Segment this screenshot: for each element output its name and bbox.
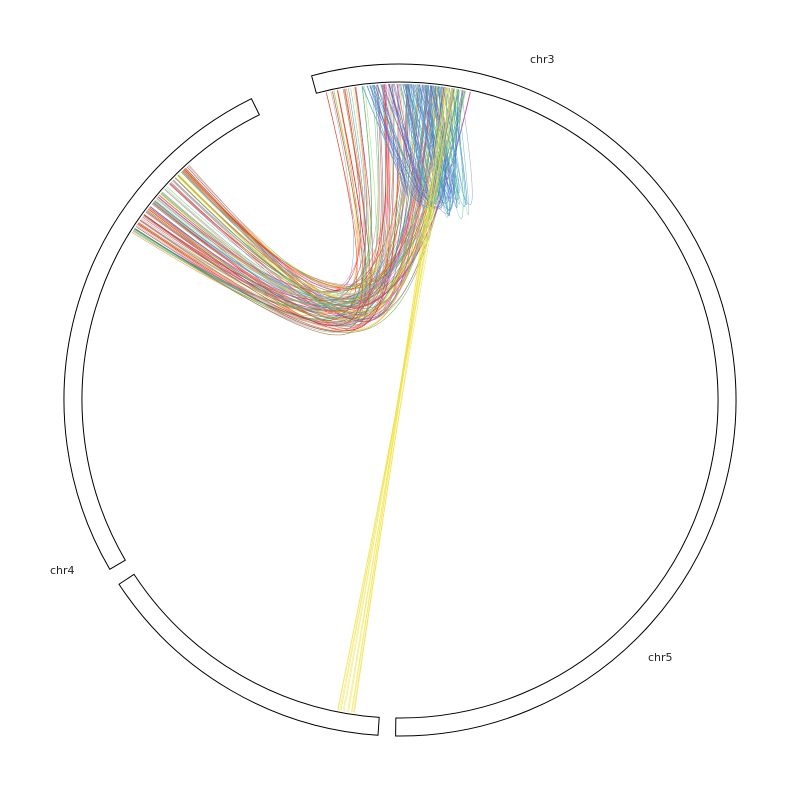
link-chr3-chr3 xyxy=(388,84,424,210)
link-chr3-chr3 xyxy=(419,84,455,199)
chromosome-label-chr3: chr3 xyxy=(530,53,555,66)
ideogram-layer xyxy=(63,63,737,737)
link-chr3-chr4 xyxy=(156,87,445,300)
link-chr3-chr3 xyxy=(367,84,408,195)
link-chr3-chr3 xyxy=(361,84,435,209)
link-chr3-chr3 xyxy=(372,84,429,186)
link-chr3-chr5 xyxy=(353,88,452,713)
ideogram-chr4 xyxy=(63,97,261,570)
link-chr3-chr5 xyxy=(340,87,449,711)
link-chr3-chr3 xyxy=(382,83,428,194)
link-chr3-chr4 xyxy=(184,85,433,289)
link-chr3-chr4 xyxy=(177,87,446,295)
link-chr3-chr3 xyxy=(406,83,447,201)
link-chr3-chr3 xyxy=(385,84,455,214)
link-chr3-chr5 xyxy=(339,88,455,711)
link-layer xyxy=(131,83,473,713)
link-chr3-chr4 xyxy=(159,84,408,300)
link-chr3-chr5 xyxy=(354,89,457,713)
chromosome-label-chr5: chr5 xyxy=(648,651,673,664)
link-chr3-chr3 xyxy=(417,84,460,205)
link-chr3-chr5 xyxy=(351,87,447,713)
link-chr3-chr4 xyxy=(143,86,373,311)
link-chr3-chr5 xyxy=(337,88,454,710)
link-chr3-chr4 xyxy=(172,84,409,300)
link-chr3-chr3 xyxy=(373,84,408,197)
link-chr3-chr4 xyxy=(170,88,361,293)
link-chr3-chr4 xyxy=(180,86,372,292)
chromosome-label-chr4: chr4 xyxy=(50,564,75,577)
link-chr3-chr4 xyxy=(140,84,392,311)
link-chr3-chr4 xyxy=(140,91,354,308)
link-chr3-chr4 xyxy=(148,88,366,314)
link-chr3-chr4 xyxy=(153,85,427,301)
link-chr3-chr4 xyxy=(164,85,379,306)
link-chr3-chr4 xyxy=(137,86,444,304)
link-chr3-chr4 xyxy=(184,84,387,292)
link-chr3-chr4 xyxy=(152,85,429,308)
ideogram-chr5 xyxy=(118,573,380,736)
link-chr3-chr4 xyxy=(166,85,379,294)
ideogram-chr3 xyxy=(311,63,737,737)
link-chr3-chr3 xyxy=(425,85,449,217)
link-chr3-chr4 xyxy=(143,91,364,326)
link-chr3-chr3 xyxy=(380,84,423,195)
